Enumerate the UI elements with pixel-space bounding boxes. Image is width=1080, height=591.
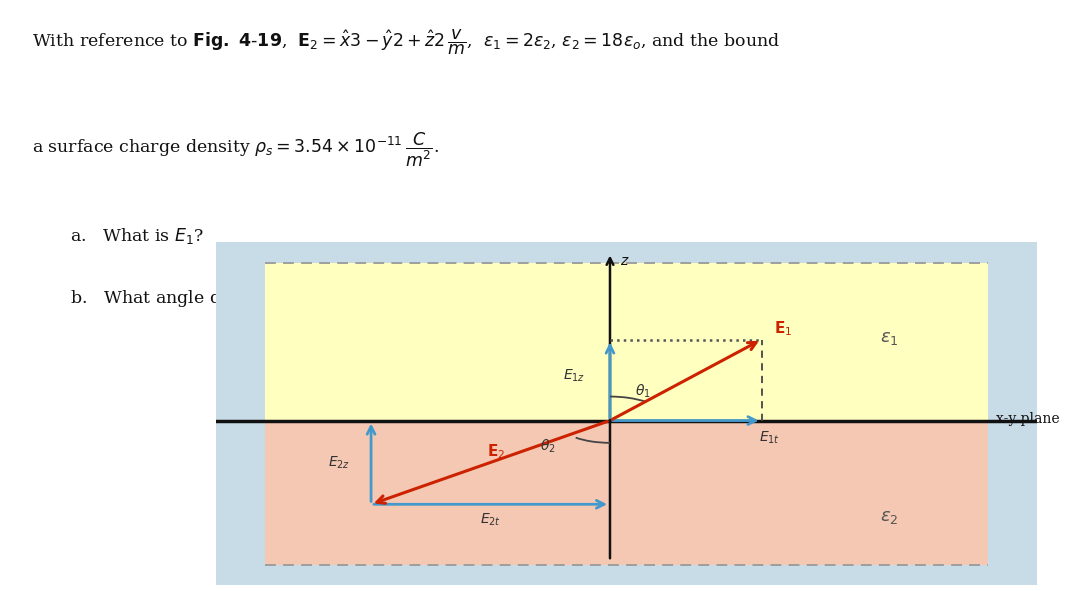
Text: a.   What is $E_1$?: a. What is $E_1$? [70,226,204,246]
Text: $E_{1t}$: $E_{1t}$ [759,429,781,446]
Text: b.   What angle does $\mathbf{E}_2$ make with the z axis?: b. What angle does $\mathbf{E}_2$ make w… [70,288,473,309]
Text: a surface charge density $\rho_s = 3.54 \times 10^{-11}\,\dfrac{C}{m^2}$.: a surface charge density $\rho_s = 3.54 … [32,130,440,169]
Text: $E_{2z}$: $E_{2z}$ [328,454,351,470]
Text: z: z [620,254,627,268]
Text: $\mathbf{E}_1$: $\mathbf{E}_1$ [774,319,793,338]
Text: $\varepsilon_1$: $\varepsilon_1$ [880,329,899,348]
Text: With reference to $\mathbf{Fig.\ 4\text{-}19}$,  $\mathbf{E}_2 = \hat{x}3 - \hat: With reference to $\mathbf{Fig.\ 4\text{… [32,27,781,57]
Text: $\theta_2$: $\theta_2$ [540,437,556,455]
Bar [266,421,987,564]
Text: $\theta_1$: $\theta_1$ [635,383,650,400]
Text: x-y plane: x-y plane [996,412,1059,426]
Text: $\varepsilon_2$: $\varepsilon_2$ [880,508,899,525]
Text: $E_{2t}$: $E_{2t}$ [480,511,501,528]
Text: $\mathbf{E}_2$: $\mathbf{E}_2$ [487,443,505,462]
Text: $E_{1z}$: $E_{1z}$ [563,368,585,384]
Bar [266,263,987,421]
